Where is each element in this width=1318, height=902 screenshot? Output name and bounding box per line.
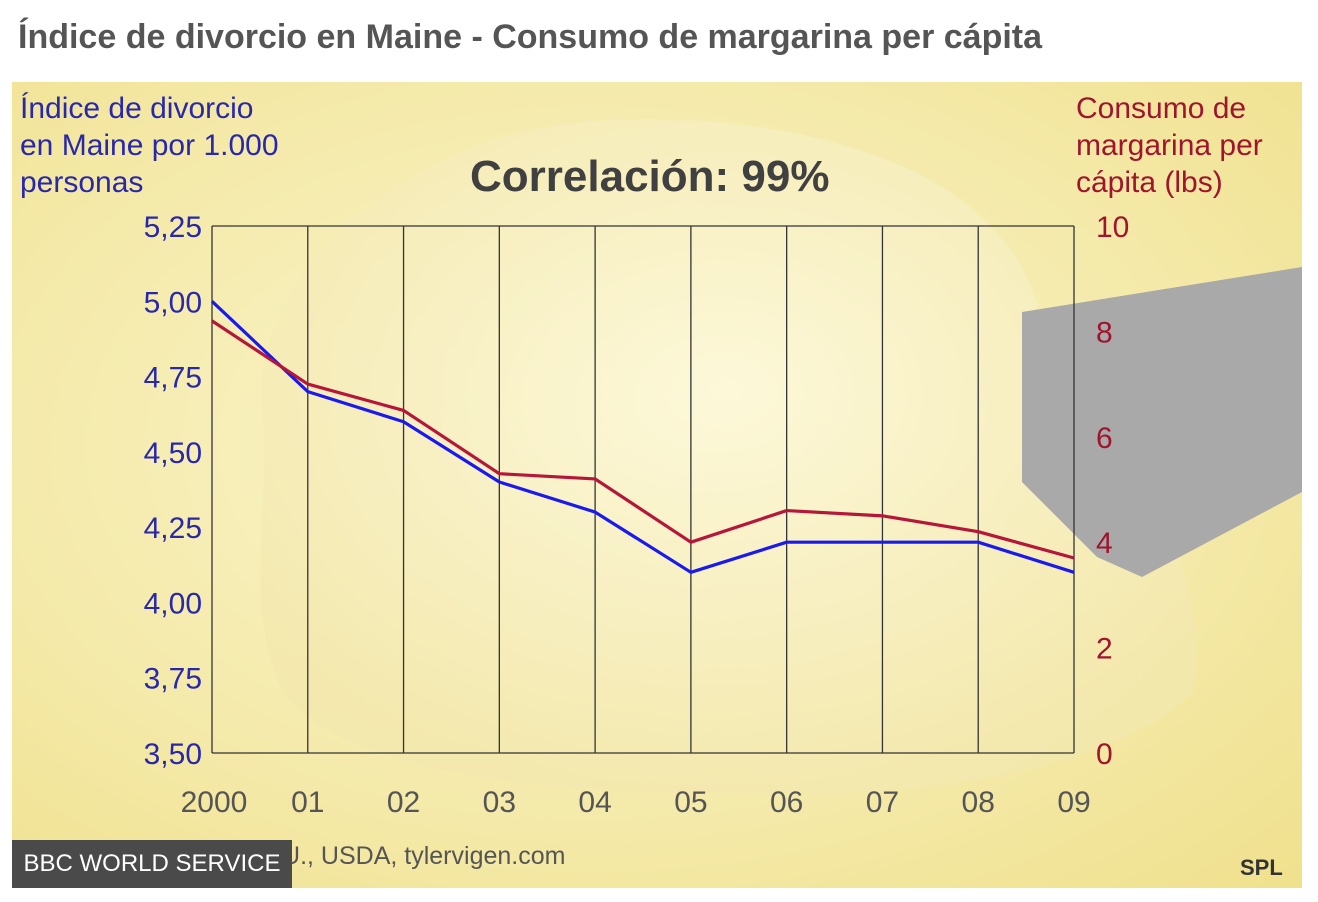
left-axis-title-line: personas <box>20 166 144 199</box>
left-axis-title: Índice de divorcio en Maine por 1.000 pe… <box>20 90 350 201</box>
chart-title: Índice de divorcio en Maine - Consumo de… <box>18 18 1043 56</box>
right-axis-tick-label: 6 <box>1096 422 1113 455</box>
bbc-world-service-badge: BBC WORLD SERVICE <box>12 840 292 888</box>
left-axis-title-line: Índice de divorcio <box>20 92 254 125</box>
x-axis-tick-label: 09 <box>1057 786 1090 819</box>
x-axis-tick-label: 04 <box>578 786 611 819</box>
left-axis-tick-label: 3,75 <box>144 663 202 696</box>
right-axis-tick-label: 0 <box>1096 738 1113 771</box>
left-axis-tick-label: 4,25 <box>144 512 202 545</box>
left-axis-tick-label: 5,25 <box>144 211 202 244</box>
background-art <box>12 82 1302 888</box>
right-axis-title: Consumo de margarina per cápita (lbs) <box>1076 90 1306 201</box>
x-axis-tick-label: 06 <box>770 786 803 819</box>
x-axis-tick-label: 08 <box>962 786 995 819</box>
right-axis-title-line: cápita (lbs) <box>1076 166 1223 199</box>
x-axis-tick-label: 03 <box>483 786 516 819</box>
margarine-consumption-line <box>211 319 1075 560</box>
right-axis-tick-label: 10 <box>1096 211 1129 244</box>
left-axis-tick-label: 5,00 <box>144 286 202 319</box>
right-axis-tick-label: 4 <box>1096 527 1113 560</box>
x-axis-tick-label: 05 <box>674 786 707 819</box>
chart-panel <box>12 82 1302 888</box>
x-axis-tick-label: 2000 <box>181 786 248 819</box>
divorce-rate-line <box>210 300 1075 574</box>
x-axis-tick-label: 02 <box>387 786 420 819</box>
left-axis-tick-label: 3,50 <box>144 738 202 771</box>
left-axis-tick-label: 4,00 <box>144 587 202 620</box>
left-axis-title-line: en Maine por 1.000 <box>20 129 279 162</box>
left-axis-tick-label: 4,75 <box>144 362 202 395</box>
right-axis-tick-label: 8 <box>1096 316 1113 349</box>
left-axis-tick-label: 4,50 <box>144 437 202 470</box>
right-axis-title-line: margarina per <box>1076 129 1263 162</box>
x-axis-tick-label: 01 <box>291 786 324 819</box>
right-axis-title-line: Consumo de <box>1076 92 1247 125</box>
photo-credit: SPL <box>1240 855 1283 880</box>
x-axis-tick-label: 07 <box>866 786 899 819</box>
right-axis-tick-label: 2 <box>1096 633 1113 666</box>
correlation-label: Correlación: 99% <box>470 152 830 201</box>
